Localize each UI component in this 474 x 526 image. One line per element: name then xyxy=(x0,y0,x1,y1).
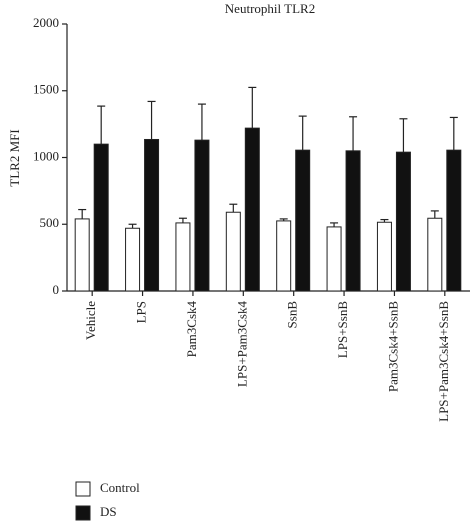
x-tick-label: LPS xyxy=(134,301,149,323)
y-tick-label: 0 xyxy=(53,282,60,297)
bar xyxy=(194,139,210,292)
bar xyxy=(295,149,311,292)
bar xyxy=(326,226,342,292)
bar xyxy=(144,138,160,292)
bar xyxy=(427,217,443,292)
x-tick-label: LPS+Pam3Csk4 xyxy=(234,301,249,388)
legend-swatch xyxy=(75,481,91,497)
x-tick-label: SsnB xyxy=(285,301,300,329)
y-tick-label: 2000 xyxy=(33,15,59,30)
legend-label: DS xyxy=(100,504,117,519)
bar xyxy=(93,143,109,292)
bar xyxy=(395,151,411,292)
chart-title: Neutrophil TLR2 xyxy=(225,1,315,16)
legend-label: Control xyxy=(100,480,140,495)
y-tick-label: 1000 xyxy=(33,148,59,163)
x-tick-label: Pam3Csk4+SsnB xyxy=(385,301,400,392)
x-tick-label: Pam3Csk4 xyxy=(184,301,199,358)
bar xyxy=(244,127,260,292)
bar xyxy=(225,211,241,292)
y-tick-label: 1500 xyxy=(33,82,59,97)
x-tick-label: LPS+Pam3Csk4+SsnB xyxy=(436,301,451,422)
bar xyxy=(175,222,191,292)
x-tick-label: Vehicle xyxy=(83,301,98,340)
legend-swatch xyxy=(75,505,91,521)
x-tick-label: LPS+SsnB xyxy=(335,301,350,359)
bar xyxy=(74,218,90,292)
bar xyxy=(345,150,361,292)
y-tick-label: 500 xyxy=(40,215,60,230)
bar xyxy=(276,220,292,292)
bar xyxy=(376,221,392,292)
y-axis-label: TLR2 MFI xyxy=(7,129,22,186)
bar xyxy=(446,149,462,292)
bar xyxy=(125,227,141,292)
